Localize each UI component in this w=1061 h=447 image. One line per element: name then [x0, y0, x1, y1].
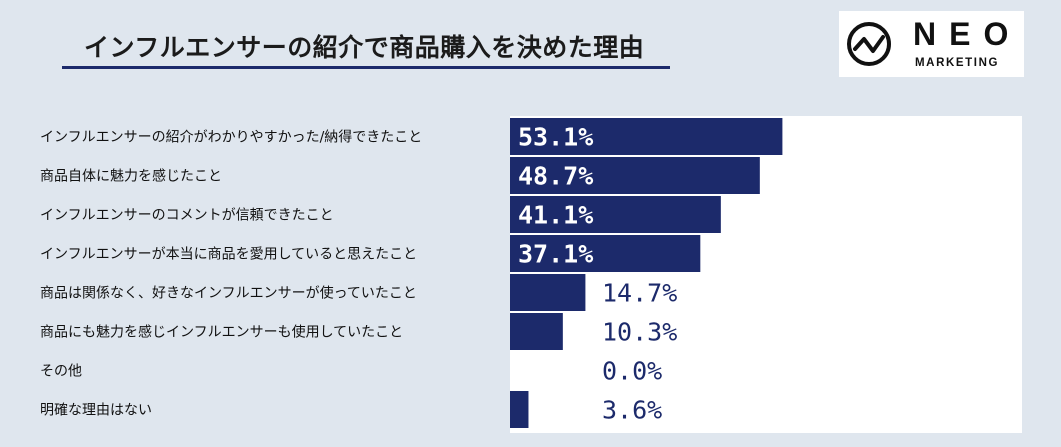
data-label: 14.7% [602, 279, 677, 308]
neo-marketing-logo: NEO MARKETING [839, 11, 1024, 77]
category-label: 商品自体に魅力を感じたこと [40, 168, 222, 185]
category-labels: インフルエンサーの紹介がわかりやすかった/納得できたこと商品自体に魅力を感じたこ… [40, 129, 422, 419]
data-label: 3.6% [602, 396, 662, 425]
bars [510, 118, 783, 428]
data-label: 0.0% [602, 357, 662, 386]
category-label: その他 [40, 364, 82, 380]
value-labels: 53.1% 48.7% 41.1% 37.1% 14.7% 10.3% 0.0% 3.6% [518, 123, 677, 425]
data-label: 53.1% [518, 123, 593, 152]
category-label: 商品は関係なく、好きなインフルエンサーが使っていたこと [40, 285, 417, 302]
category-label: 明確な理由はない [40, 403, 152, 419]
category-label: 商品にも魅力を感じインフルエンサーも使用していたこと [40, 324, 403, 341]
bar [510, 196, 721, 233]
category-label: インフルエンサーが本当に商品を愛用していると思えたこと [40, 247, 417, 263]
data-label: 41.1% [518, 201, 593, 230]
bar [510, 157, 760, 194]
data-label: 48.7% [518, 162, 593, 191]
data-label: 37.1% [518, 240, 593, 269]
bar [510, 313, 563, 350]
bar [510, 274, 586, 311]
data-label: 10.3% [602, 318, 677, 347]
neo-wave-circle-icon [847, 22, 891, 66]
title-underline [62, 66, 670, 69]
category-label: インフルエンサーのコメントが信頼できたこと [40, 208, 334, 224]
bar [510, 118, 783, 155]
category-label: インフルエンサーの紹介がわかりやすかった/納得できたこと [40, 129, 422, 146]
logo-subtext: MARKETING [915, 57, 1000, 69]
bar [510, 391, 529, 428]
logo-text: NEO [913, 16, 1022, 52]
bar [510, 235, 701, 272]
chart-title: インフルエンサーの紹介で商品購入を決めた理由 [84, 33, 645, 62]
